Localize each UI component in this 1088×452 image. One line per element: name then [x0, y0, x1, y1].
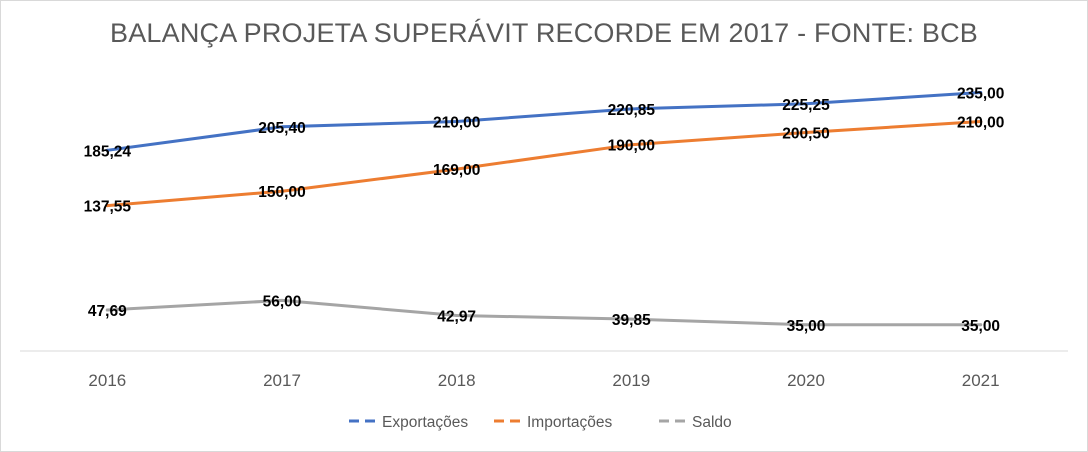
data-label: 220,85 — [608, 102, 656, 119]
data-point — [455, 120, 459, 124]
legend-label: Exportações — [382, 414, 468, 431]
series-lines — [105, 90, 983, 327]
x-tick-label: 2017 — [263, 371, 301, 390]
data-label: 210,00 — [433, 115, 480, 132]
data-label: 205,40 — [258, 120, 305, 137]
data-point — [629, 107, 633, 111]
data-point — [105, 308, 109, 312]
data-label: 39,85 — [612, 312, 651, 329]
data-point — [804, 323, 808, 327]
data-labels: 185,24 205,40 210,00 220,85 225,25 235,00 137,… — [84, 85, 1005, 334]
data-point — [979, 90, 983, 94]
legend-item-exportações: Exportações — [349, 414, 468, 431]
data-point — [804, 102, 808, 106]
series-line-saldo — [105, 298, 983, 327]
data-label: 35,00 — [787, 318, 826, 335]
legend-label: Importações — [527, 414, 613, 431]
series-line-exportações — [105, 91, 983, 152]
data-point — [455, 167, 459, 171]
data-label: 169,00 — [433, 162, 480, 179]
x-tick-label: 2018 — [438, 371, 476, 390]
x-tick-label: 2019 — [612, 371, 650, 390]
data-point — [280, 298, 284, 302]
data-point — [280, 125, 284, 129]
data-point — [280, 189, 284, 193]
data-label: 56,00 — [263, 293, 302, 310]
data-label: 47,69 — [88, 303, 127, 320]
legend-label: Saldo — [692, 414, 732, 431]
x-tick-label: 2021 — [962, 371, 1000, 390]
data-label: 200,50 — [782, 126, 829, 143]
series-line-importações — [105, 120, 983, 208]
data-label: 190,00 — [608, 138, 655, 155]
data-point — [979, 120, 983, 124]
data-point — [105, 204, 109, 208]
data-label: 35,00 — [961, 318, 1000, 335]
data-label: 210,00 — [957, 115, 1004, 132]
data-label: 137,55 — [84, 199, 132, 216]
data-point — [105, 148, 109, 152]
x-axis: 2016 2017 2018 2019 2020 2021 — [20, 350, 1068, 390]
x-tick-label: 2016 — [88, 371, 126, 390]
data-point — [804, 131, 808, 135]
legend-item-saldo: Saldo — [659, 414, 732, 431]
data-point — [979, 323, 983, 327]
data-label: 225,25 — [782, 97, 830, 114]
legend-item-importações: Importações — [494, 414, 613, 431]
data-label: 42,97 — [437, 308, 476, 325]
x-tick-label: 2020 — [787, 371, 825, 390]
legend: Exportações Importações Saldo — [349, 414, 732, 431]
data-label: 185,24 — [84, 143, 132, 160]
data-point — [455, 313, 459, 317]
data-point — [629, 143, 633, 147]
chart-title: BALANÇA PROJETA SUPERÁVIT RECORDE EM 201… — [109, 18, 979, 48]
data-label: 235,00 — [957, 85, 1004, 102]
data-label: 150,00 — [258, 184, 305, 201]
data-point — [629, 317, 633, 321]
